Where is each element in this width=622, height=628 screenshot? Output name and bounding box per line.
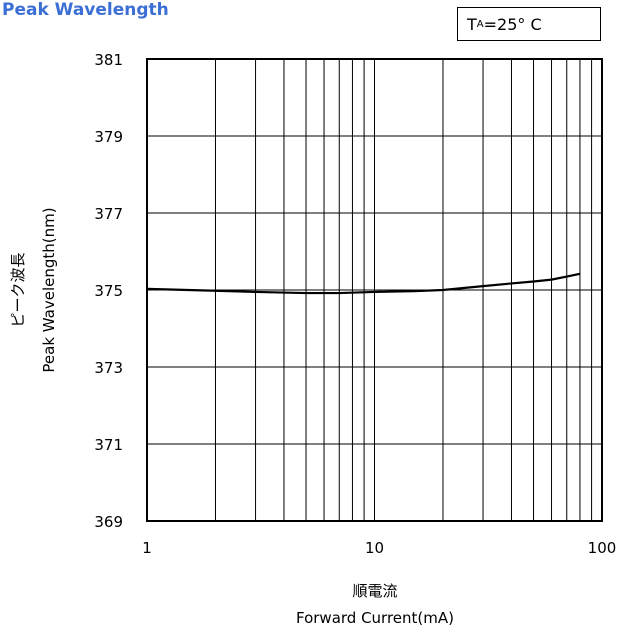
chart-title: Peak Wavelength xyxy=(2,0,169,20)
y-tick-labels: 369 371 373 375 377 379 381 xyxy=(94,51,123,531)
y-tick-label: 377 xyxy=(94,205,123,223)
x-tick-label: 1 xyxy=(142,539,152,557)
y-tick-label: 381 xyxy=(94,51,123,69)
y-tick-label: 373 xyxy=(94,359,123,377)
y-axis-label-jp: ピーク波長 xyxy=(9,252,27,327)
condition-box: T A =25° C xyxy=(457,7,601,41)
x-axis-label: Forward Current(mA) xyxy=(296,609,454,627)
x-axis-label-jp: 順電流 xyxy=(352,582,397,600)
x-tick-label: 100 xyxy=(588,539,617,557)
x-tick-label: 10 xyxy=(365,539,384,557)
x-tick-labels: 1 10 100 xyxy=(142,539,616,557)
plot-frame xyxy=(146,58,603,522)
y-tick-label: 379 xyxy=(94,128,123,146)
y-axis-label: Peak Wavelength(nm) xyxy=(40,207,58,372)
y-tick-label: 371 xyxy=(94,436,123,454)
condition-subscript: A xyxy=(476,18,484,30)
y-tick-label: 375 xyxy=(94,282,123,300)
y-tick-label: 369 xyxy=(94,513,123,531)
condition-prefix: T xyxy=(467,14,477,34)
condition-suffix: =25° C xyxy=(483,14,542,34)
series-line xyxy=(146,272,581,295)
